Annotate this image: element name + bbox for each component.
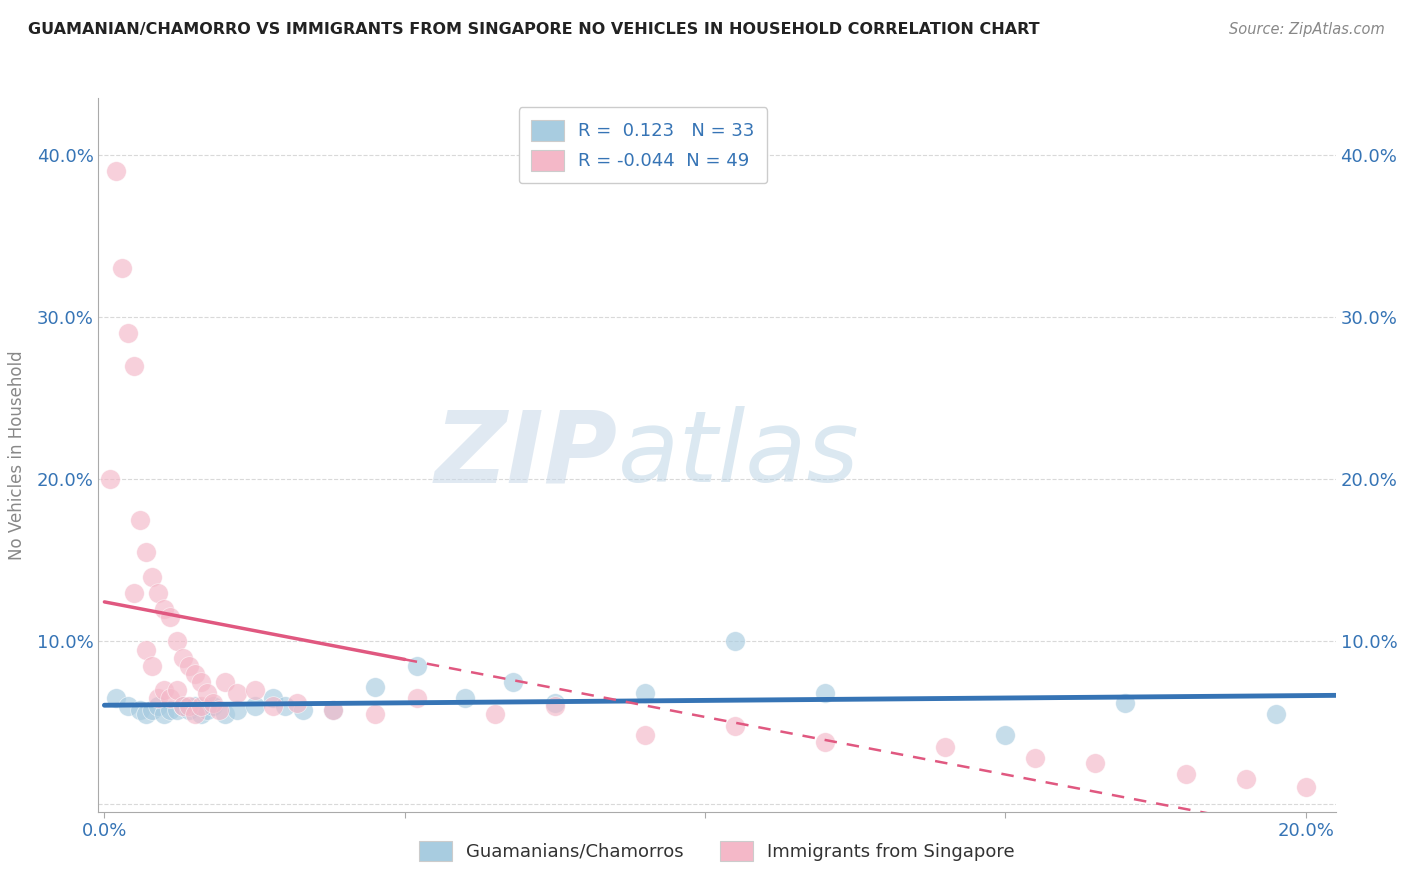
Text: ZIP: ZIP bbox=[434, 407, 619, 503]
Point bbox=[159, 610, 181, 624]
Point bbox=[1264, 707, 1286, 722]
Point bbox=[129, 513, 152, 527]
Point bbox=[1024, 751, 1046, 765]
Point bbox=[291, 702, 314, 716]
Point bbox=[172, 699, 194, 714]
Point bbox=[285, 696, 308, 710]
Point bbox=[405, 691, 427, 706]
Point bbox=[135, 642, 157, 657]
Point bbox=[1234, 772, 1257, 787]
Point bbox=[153, 602, 176, 616]
Point bbox=[124, 586, 146, 600]
Point bbox=[214, 675, 236, 690]
Point bbox=[262, 691, 284, 706]
Point bbox=[172, 699, 194, 714]
Point bbox=[1084, 756, 1107, 770]
Point bbox=[201, 699, 224, 714]
Point bbox=[405, 658, 427, 673]
Point bbox=[190, 707, 212, 722]
Point bbox=[502, 675, 524, 690]
Point bbox=[172, 650, 194, 665]
Point bbox=[225, 686, 247, 700]
Point bbox=[322, 702, 344, 716]
Point bbox=[994, 729, 1017, 743]
Point bbox=[100, 472, 122, 486]
Point bbox=[544, 699, 567, 714]
Point bbox=[190, 675, 212, 690]
Point bbox=[243, 699, 266, 714]
Point bbox=[177, 658, 200, 673]
Point bbox=[195, 686, 218, 700]
Y-axis label: No Vehicles in Household: No Vehicles in Household bbox=[7, 350, 25, 560]
Point bbox=[814, 686, 837, 700]
Point bbox=[273, 699, 295, 714]
Point bbox=[322, 702, 344, 716]
Point bbox=[129, 702, 152, 716]
Point bbox=[124, 359, 146, 373]
Point bbox=[153, 707, 176, 722]
Text: Source: ZipAtlas.com: Source: ZipAtlas.com bbox=[1229, 22, 1385, 37]
Point bbox=[195, 702, 218, 716]
Point bbox=[166, 683, 188, 698]
Point bbox=[183, 666, 205, 681]
Point bbox=[153, 683, 176, 698]
Point bbox=[1295, 780, 1317, 795]
Point bbox=[183, 699, 205, 714]
Point bbox=[111, 261, 134, 276]
Point bbox=[1174, 767, 1197, 781]
Point bbox=[190, 699, 212, 714]
Point bbox=[141, 569, 163, 583]
Point bbox=[724, 634, 747, 648]
Point bbox=[183, 707, 205, 722]
Point bbox=[117, 699, 139, 714]
Point bbox=[148, 691, 170, 706]
Point bbox=[262, 699, 284, 714]
Point bbox=[214, 707, 236, 722]
Point bbox=[135, 707, 157, 722]
Point bbox=[934, 739, 956, 754]
Point bbox=[243, 683, 266, 698]
Point bbox=[814, 735, 837, 749]
Point bbox=[166, 702, 188, 716]
Point bbox=[484, 707, 506, 722]
Point bbox=[135, 545, 157, 559]
Point bbox=[544, 696, 567, 710]
Point bbox=[141, 658, 163, 673]
Point bbox=[177, 699, 200, 714]
Point bbox=[724, 719, 747, 733]
Point bbox=[225, 702, 247, 716]
Point bbox=[201, 696, 224, 710]
Point bbox=[364, 680, 387, 694]
Point bbox=[148, 586, 170, 600]
Legend: Guamanians/Chamorros, Immigrants from Singapore: Guamanians/Chamorros, Immigrants from Si… bbox=[406, 828, 1028, 874]
Point bbox=[166, 634, 188, 648]
Point bbox=[105, 164, 128, 178]
Point bbox=[177, 702, 200, 716]
Point bbox=[207, 702, 229, 716]
Point bbox=[159, 691, 181, 706]
Text: GUAMANIAN/CHAMORRO VS IMMIGRANTS FROM SINGAPORE NO VEHICLES IN HOUSEHOLD CORRELA: GUAMANIAN/CHAMORRO VS IMMIGRANTS FROM SI… bbox=[28, 22, 1040, 37]
Point bbox=[105, 691, 128, 706]
Text: atlas: atlas bbox=[619, 407, 859, 503]
Point bbox=[159, 702, 181, 716]
Point bbox=[364, 707, 387, 722]
Point bbox=[148, 699, 170, 714]
Point bbox=[454, 691, 477, 706]
Point bbox=[634, 686, 657, 700]
Point bbox=[141, 702, 163, 716]
Point bbox=[1114, 696, 1136, 710]
Point bbox=[117, 326, 139, 341]
Point bbox=[634, 729, 657, 743]
